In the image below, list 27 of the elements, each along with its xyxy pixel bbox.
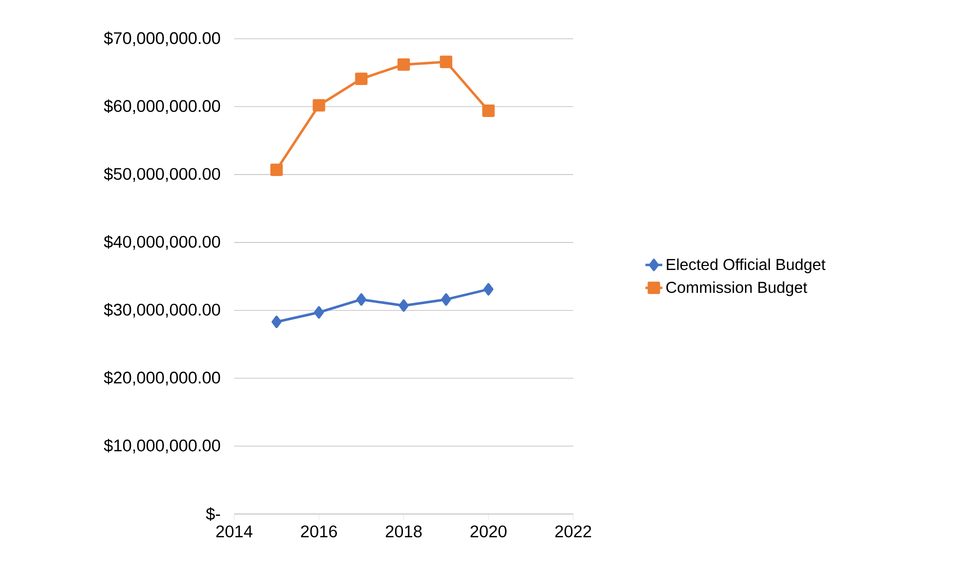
x-tick-label: 2016 bbox=[301, 526, 337, 538]
point bbox=[272, 316, 282, 328]
point bbox=[312, 99, 326, 112]
point bbox=[397, 58, 410, 71]
x-tick-label: 2018 bbox=[386, 526, 422, 538]
y-tick-label: $60,000,000.00 bbox=[104, 100, 220, 114]
y-tick-label: $30,000,000.00 bbox=[104, 303, 220, 318]
x-tick-label: 2020 bbox=[470, 526, 507, 538]
y-tick-label: $40,000,000.00 bbox=[104, 235, 220, 250]
point bbox=[482, 104, 495, 118]
point bbox=[398, 300, 409, 312]
point bbox=[355, 72, 368, 86]
legend-label: Elected Official Budget bbox=[666, 258, 826, 274]
legend-label: Commission Budget bbox=[666, 282, 808, 296]
x-tick-label: 2014 bbox=[216, 526, 252, 538]
y-tick-label: $- bbox=[206, 507, 220, 521]
point bbox=[270, 164, 283, 176]
y-tick-label: $10,000,000.00 bbox=[104, 438, 220, 454]
point bbox=[441, 293, 452, 306]
point bbox=[483, 283, 494, 296]
y-tick-label: $20,000,000.00 bbox=[104, 371, 220, 386]
y-tick-label: $50,000,000.00 bbox=[104, 167, 220, 182]
x-tick-label: 2022 bbox=[555, 526, 592, 538]
y-tick-label: $70,000,000.00 bbox=[104, 32, 220, 46]
point bbox=[314, 306, 324, 319]
point bbox=[440, 56, 452, 68]
point bbox=[356, 293, 366, 306]
